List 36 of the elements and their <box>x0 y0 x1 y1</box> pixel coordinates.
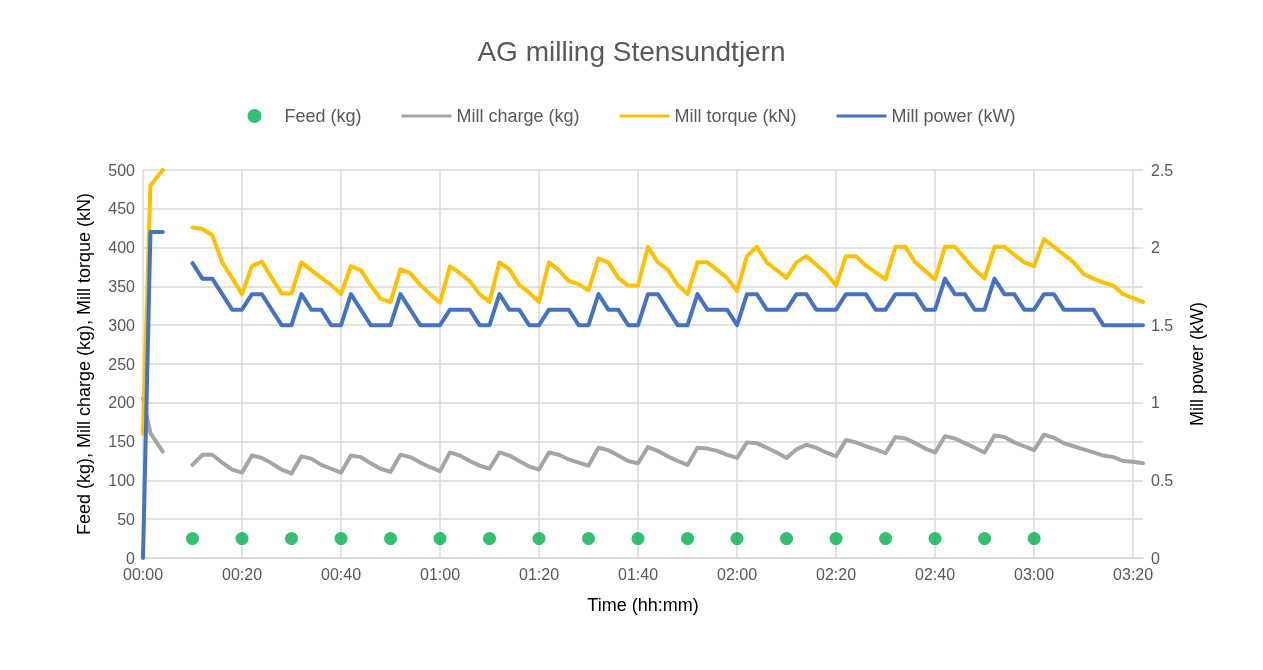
x-tick-label: 00:20 <box>221 565 263 583</box>
legend-label: Feed (kg) <box>284 106 362 126</box>
y-tick-label: 50 <box>117 510 136 528</box>
x-tick-label: 03:00 <box>1014 565 1055 583</box>
y-axis-title: Feed (kg), Mill charge (kg), Mill torque (kN) <box>74 192 94 536</box>
x-tick-label: 01:00 <box>420 565 461 583</box>
legend-label: Mill torque (kN) <box>674 106 797 126</box>
y2-tick-label: 0.5 <box>1151 471 1174 489</box>
y-tick-label: 400 <box>108 239 136 257</box>
x-tick-label: 01:20 <box>519 565 560 583</box>
chart-title: AG milling Stensundtjern <box>477 35 786 67</box>
legend-label: Mill charge (kg) <box>456 106 580 126</box>
y-tick-label: 150 <box>108 433 136 451</box>
x-axis-title: Time (hh:mm) <box>587 595 699 615</box>
x-tick-label: 02:20 <box>816 565 857 583</box>
y-tick-label: 450 <box>108 200 136 218</box>
x-tick-label: 02:40 <box>915 565 956 583</box>
y-tick-label: 300 <box>108 316 136 334</box>
x-tick-label: 02:00 <box>717 565 758 583</box>
y2-tick-label: 1.5 <box>1151 316 1174 334</box>
x-tick-label: 00:40 <box>321 565 362 583</box>
x-tick-label: 01:40 <box>618 565 659 583</box>
y2-tick-label: 0 <box>1151 549 1160 567</box>
y2-axis-title: Mill power (kW) <box>1187 302 1207 426</box>
x-tick-label: 03:20 <box>1113 565 1154 583</box>
y2-tick-label: 2.5 <box>1151 161 1174 179</box>
y-tick-label: 100 <box>108 471 136 489</box>
y-tick-label: 500 <box>108 161 136 179</box>
y2-tick-label: 1 <box>1151 394 1160 412</box>
y-tick-label: 250 <box>108 355 136 373</box>
y-tick-label: 350 <box>108 277 136 295</box>
y-tick-label: 0 <box>126 549 136 567</box>
y2-tick-label: 2 <box>1151 239 1160 257</box>
x-tick-label: 00:00 <box>122 565 164 583</box>
y-tick-label: 200 <box>108 394 136 412</box>
legend-label: Mill power (kW) <box>891 106 1016 126</box>
